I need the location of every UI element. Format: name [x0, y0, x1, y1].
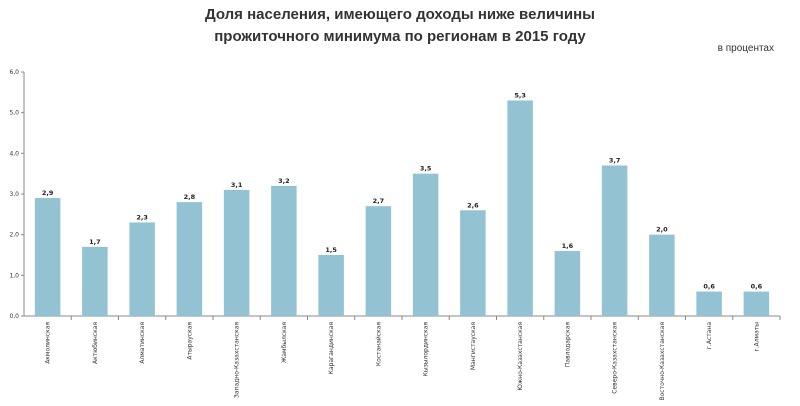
y-tick-label: 4,0 [9, 150, 19, 157]
data-label: 0,6 [751, 283, 763, 291]
y-tick-label: 3,0 [9, 191, 19, 198]
bar [649, 234, 675, 316]
chart-title-line-1: Доля населения, имеющего доходы ниже вел… [205, 6, 595, 23]
data-label: 2,3 [136, 213, 148, 221]
bar [507, 100, 533, 316]
category-label: Акмолинская [45, 322, 52, 364]
bar [743, 291, 770, 316]
category-label: Атырауская [186, 322, 193, 360]
category-label: Мангистауская [470, 322, 477, 370]
bar [271, 185, 297, 316]
chart-title-line-2: прожиточного минимума по регионам в 2015… [214, 28, 586, 45]
category-label: Западно-Казахстанская [234, 322, 241, 398]
data-label: 1,6 [562, 242, 574, 250]
category-label: Восточно-Казахстанская [659, 322, 666, 401]
data-label: 1,5 [325, 246, 337, 254]
category-label: Кызылординская [423, 322, 430, 377]
bar [223, 189, 250, 316]
bar [176, 202, 203, 316]
bar [34, 198, 61, 316]
unit-label: в процентах [717, 43, 774, 54]
category-label: Южно-Казахстанская [517, 322, 524, 391]
category-label: г.Астана [706, 322, 713, 350]
data-label: 3,5 [420, 165, 432, 173]
y-tick-label: 6,0 [9, 69, 19, 76]
bar [412, 173, 439, 316]
data-label: 3,1 [231, 181, 243, 189]
bar [318, 255, 344, 316]
category-label: Костанайская [375, 322, 382, 367]
bar [460, 210, 486, 316]
bar [554, 250, 581, 316]
y-tick-label: 2,0 [9, 232, 19, 239]
bar [82, 246, 108, 316]
y-tick-label: 0,0 [9, 313, 19, 320]
bar [129, 222, 155, 316]
chart-title: Доля населения, имеющего доходы ниже вел… [0, 4, 800, 48]
bar [601, 165, 628, 316]
data-label: 5,3 [514, 91, 526, 99]
y-tick-label: 1,0 [9, 272, 19, 279]
category-label: Жамбылская [281, 322, 288, 364]
bar [696, 291, 722, 316]
category-label: Северо-Казахстанская [612, 322, 619, 394]
category-label: Карагандинская [328, 322, 335, 375]
data-label: 2,0 [656, 226, 668, 234]
bar [365, 206, 392, 316]
data-label: 0,6 [703, 283, 715, 291]
y-tick-label: 5,0 [9, 110, 19, 117]
category-label: Павлодарская [564, 322, 571, 367]
category-label: Алматинская [139, 322, 146, 364]
data-label: 2,7 [373, 197, 385, 205]
category-label: Актюбинская [92, 322, 99, 364]
category-label: г.Алматы [753, 322, 760, 352]
data-label: 3,2 [278, 177, 290, 185]
data-label: 2,9 [42, 189, 54, 197]
data-label: 3,7 [609, 157, 621, 165]
data-label: 1,7 [89, 238, 101, 246]
data-label: 2,6 [467, 201, 479, 209]
data-label: 2,8 [184, 193, 196, 201]
